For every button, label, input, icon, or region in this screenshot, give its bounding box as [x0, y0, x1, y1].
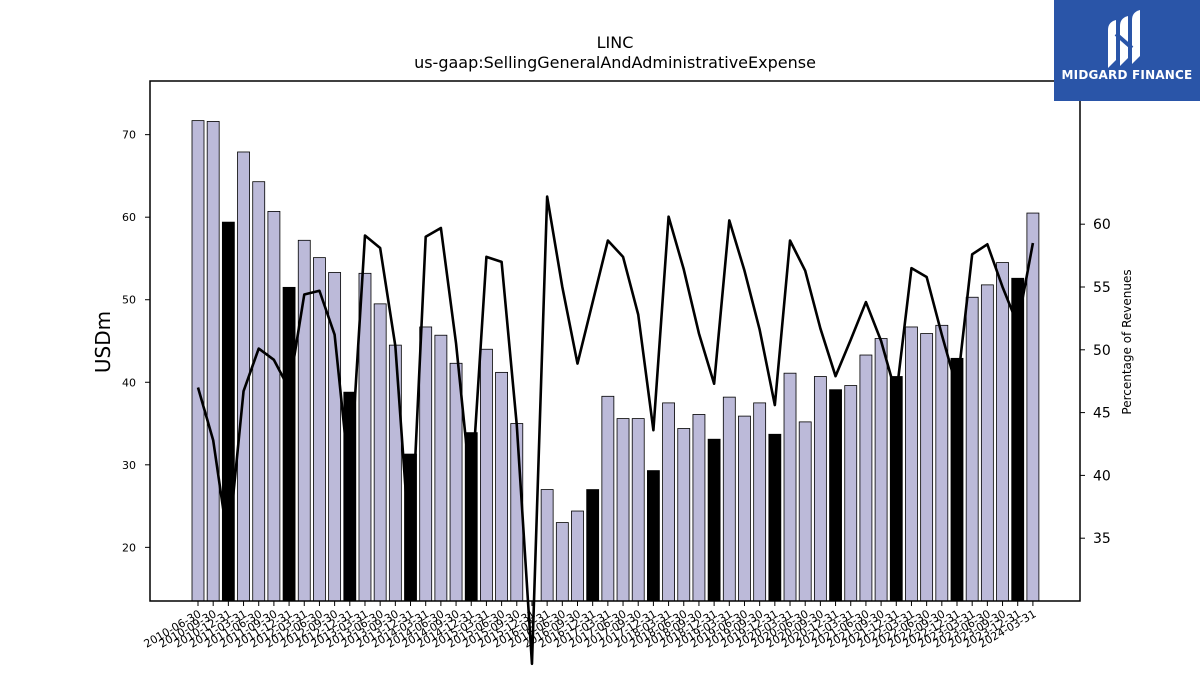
y2-tick-label: 50	[1093, 343, 1111, 359]
bar	[510, 423, 524, 602]
bar	[965, 296, 979, 602]
bar	[313, 257, 326, 602]
bar	[798, 421, 812, 602]
bar	[540, 489, 554, 602]
midgard-finance-logo: MIDGARD FINANCE	[1054, 0, 1200, 101]
bar	[980, 284, 994, 602]
y-tick-label: 30	[122, 459, 136, 472]
bar	[859, 354, 873, 602]
bar	[267, 211, 281, 602]
bar	[844, 385, 858, 602]
y-axis-label: USDm	[91, 311, 115, 373]
logo-text: MIDGARD FINANCE	[1061, 68, 1193, 82]
bar	[419, 326, 433, 602]
bar	[252, 181, 266, 602]
bar	[388, 344, 402, 602]
y-tick-label: 20	[122, 541, 136, 554]
bar	[783, 372, 797, 602]
bar	[373, 303, 387, 602]
logo-mark-icon	[1108, 10, 1140, 68]
bar	[707, 438, 721, 602]
bar	[601, 395, 615, 602]
plot-frame	[149, 80, 1081, 602]
line-path	[196, 195, 1035, 666]
bar	[191, 120, 205, 602]
y-tick-label: 40	[122, 376, 136, 389]
y2-tick-label: 45	[1093, 406, 1111, 422]
bar	[662, 402, 675, 602]
y2-tick-label: 55	[1093, 280, 1111, 296]
bar	[206, 121, 220, 602]
bar	[813, 376, 827, 602]
bar	[692, 414, 706, 602]
y-tick-label: 60	[122, 211, 136, 224]
bar	[738, 415, 751, 602]
bar	[434, 334, 448, 602]
bar	[950, 357, 964, 602]
bar	[586, 489, 600, 602]
bar	[282, 286, 296, 602]
y2-tick-label: 60	[1093, 217, 1111, 233]
y2-axis-label: Percentage of Revenues	[1120, 269, 1134, 414]
bar	[905, 326, 918, 602]
chart-subtitle: us-gaap:SellingGeneralAndAdministrativeE…	[414, 53, 816, 72]
chart-title: LINC	[597, 33, 634, 52]
bar	[889, 376, 903, 602]
bar	[935, 324, 949, 602]
bar	[829, 389, 842, 602]
bar	[449, 362, 463, 602]
bar	[677, 428, 691, 602]
bar	[722, 396, 736, 602]
bar	[1011, 277, 1025, 602]
bar	[920, 333, 934, 602]
bar	[616, 418, 630, 602]
bar	[631, 418, 645, 602]
bar-series	[191, 120, 1040, 602]
bar	[571, 510, 584, 602]
y-tick-label: 50	[122, 294, 136, 307]
bar	[555, 522, 569, 602]
bar	[996, 262, 1009, 602]
bar	[768, 433, 782, 602]
y2-tick-label: 35	[1093, 531, 1111, 547]
bar	[874, 338, 888, 602]
line-series	[196, 195, 1035, 666]
bar	[753, 402, 767, 602]
y-tick-label: 70	[122, 129, 136, 142]
bar	[647, 470, 660, 602]
bar	[480, 348, 493, 602]
y2-tick-label: 40	[1093, 468, 1111, 484]
bar	[495, 371, 509, 602]
